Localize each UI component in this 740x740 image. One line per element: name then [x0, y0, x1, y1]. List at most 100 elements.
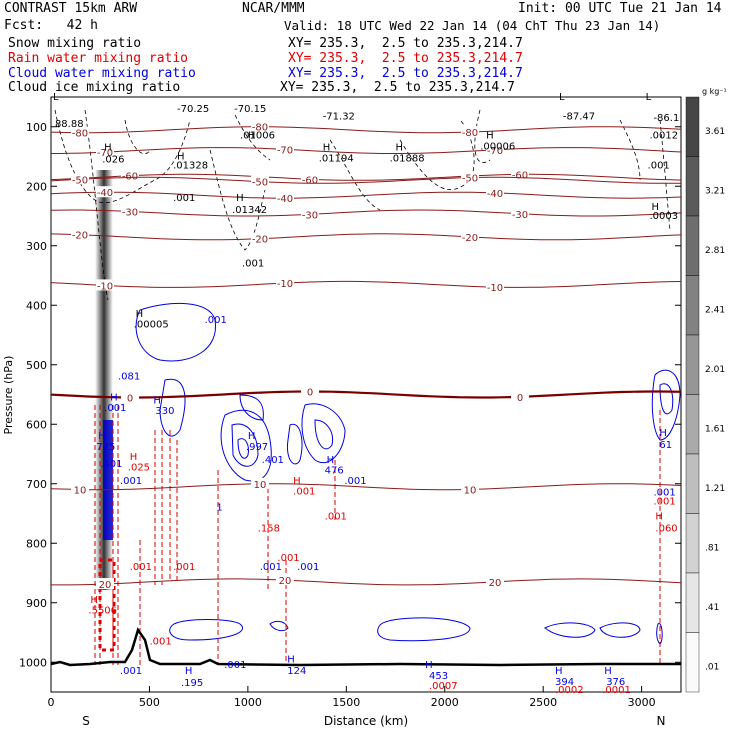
temperature-layer: -80-80 -80-70 -70 -70-60 -60 -60-50 -50 -50-40-… [50, 120, 682, 591]
temperature-contour [50, 176, 682, 184]
colorbar-label: 3.61 [705, 127, 725, 137]
contour-annotation: H [486, 131, 494, 142]
y-tick-label: 200 [26, 180, 47, 193]
contour-annotation: .001 [130, 562, 152, 573]
contour-annotation: .5506 [88, 605, 117, 616]
organization: NCAR/MMM [242, 1, 305, 16]
x-tick-label: 1500 [332, 696, 360, 709]
contour-annotation: .001 [297, 562, 319, 573]
colorbar-label: 2.41 [705, 305, 725, 315]
rain-field-xy: XY= 235.3, 2.5 to 235.3,214.7 [288, 51, 523, 66]
contour-annotation: H [555, 666, 563, 677]
x-tick-label: 2500 [529, 696, 557, 709]
temperature-label: -80 [462, 128, 478, 139]
contour-annotation: H [248, 131, 256, 142]
contour-annotation: .001 [325, 511, 347, 522]
contour-annotation: .001 [205, 315, 227, 326]
temperature-label: -30 [302, 210, 318, 221]
colorbar-label: 1.61 [705, 424, 725, 434]
cloud-field-label: Cloud water mixing ratio [8, 66, 196, 81]
x-end-label-south: S [82, 714, 90, 728]
temperature-label-bg [251, 120, 269, 132]
rain-field-label: Rain water mixing ratio [8, 51, 189, 66]
x-tick-label: 0 [48, 696, 55, 709]
contour-annotation: .401 [262, 455, 284, 466]
contour-annotation: H [185, 666, 193, 677]
terrain-line [50, 627, 681, 667]
x-tick-label: 1000 [234, 696, 262, 709]
colorbar-label: 2.01 [705, 365, 725, 375]
temperature-label-bg [511, 207, 529, 219]
contour-annotation: .00005 [134, 319, 169, 330]
colorbar-label: .41 [705, 603, 719, 613]
contour-annotation: .001 [344, 476, 366, 487]
contour-annotation: .001 [149, 636, 171, 647]
y-tick-label: 1000 [19, 656, 47, 669]
y-tick-label: 900 [26, 597, 47, 610]
temperature-label-bg [301, 173, 319, 185]
temperature-contour [50, 126, 682, 134]
contour-annotation: 124 [287, 666, 306, 677]
temperature-label: 20 [279, 576, 292, 587]
contour-annotation: H [425, 660, 433, 671]
x-axis-label: Distance (km) [324, 714, 408, 728]
contour-annotation: H [153, 395, 161, 406]
temperature-label-bg [96, 578, 114, 590]
colorbar-swatch [685, 394, 700, 455]
temperature-label: -70 [277, 145, 293, 156]
temperature-label-bg [121, 205, 139, 217]
contour-annotation: H [248, 431, 256, 442]
contour-annotation: .001 [648, 160, 670, 171]
temperature-label-bg [276, 277, 294, 289]
contour-annotation: H [659, 428, 667, 439]
contour-annotation: H [236, 193, 244, 204]
contour-annotation: .001 [173, 193, 195, 204]
temperature-label: -30 [122, 207, 138, 218]
temperature-label-bg [486, 281, 504, 293]
temperature-label: -70 [97, 148, 113, 159]
contour-annotation: H [396, 143, 404, 154]
contour-annotation: -70.15 [234, 104, 266, 115]
contour-annotation: -86.1 [653, 113, 679, 124]
temperature-label-bg [301, 385, 319, 397]
snow-field-xy: XY= 235.3, 2.5 to 235.3,214.7 [288, 36, 523, 51]
temperature-label: -30 [512, 210, 528, 221]
contour-annotation: .01006 [240, 131, 275, 142]
temperature-contour [50, 483, 682, 491]
cloud-water-core [103, 420, 113, 540]
contour-annotation: .001 [293, 486, 315, 497]
y-tick-label: 700 [26, 478, 47, 491]
temperature-label: -20 [462, 233, 478, 244]
contour-annotation: .001 [120, 476, 142, 487]
colorbar-swatch [685, 513, 700, 574]
colorbar-swatch [685, 632, 700, 693]
cloud-water-contours [135, 302, 681, 645]
contour-annotation: H [604, 666, 612, 677]
temperature-label-bg [251, 232, 269, 244]
y-tick-label: 100 [26, 121, 47, 134]
temperature-label: -80 [252, 123, 268, 134]
temperature-label: -10 [277, 279, 293, 290]
colorbar-label: 1.21 [705, 484, 725, 494]
colorbar-swatch [685, 96, 700, 157]
temperature-label-bg [511, 168, 529, 180]
contour-annotation: H [90, 595, 98, 606]
y-tick-label: 300 [26, 240, 47, 253]
temperature-label-bg [121, 391, 139, 403]
temperature-label-bg [486, 143, 504, 155]
init-time: Init: 00 UTC Tue 21 Jan 14 [518, 1, 722, 16]
temperature-contour [51, 578, 682, 586]
contour-annotation: 1 [216, 503, 222, 514]
temperature-label: 0 [307, 388, 313, 399]
rain-water-contours [94, 405, 661, 665]
temperature-label-bg [461, 483, 479, 495]
temperature-label-bg [276, 143, 294, 155]
contour-annotation: 376 [606, 677, 625, 688]
x-tick-label: 2000 [431, 696, 459, 709]
contour-annotation: .01328 [173, 160, 208, 171]
temperature-label: -10 [487, 283, 503, 294]
temperature-label-bg [71, 126, 89, 138]
contour-annotation: .0007 [429, 681, 458, 692]
contour-annotation: L [559, 92, 565, 103]
